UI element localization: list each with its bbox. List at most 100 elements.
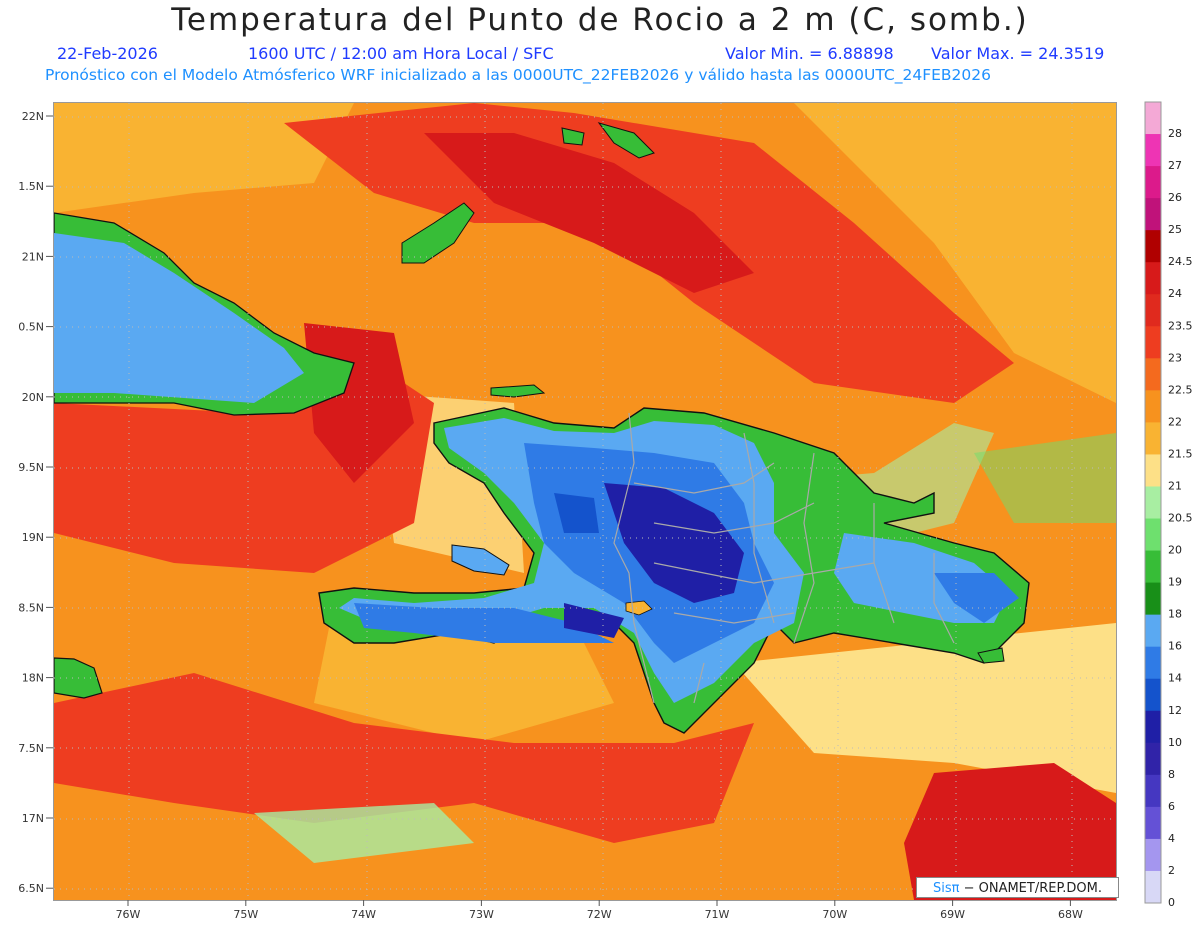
colorbar-label: 6	[1168, 800, 1175, 813]
colorbar-swatch	[1145, 422, 1161, 455]
colorbar-label: 26	[1168, 191, 1182, 204]
colorbar-label: 21	[1168, 479, 1182, 492]
colorbar-label: 20	[1168, 544, 1182, 557]
field-core-north	[424, 133, 754, 293]
graticule	[54, 103, 1116, 900]
province-boundaries	[613, 412, 955, 704]
lat-tick-label: 18N	[22, 672, 44, 685]
province-line-3	[653, 562, 875, 584]
colorbar-swatch	[1145, 326, 1161, 359]
colorbar-swatch	[1145, 710, 1161, 744]
colorbar-label: 27	[1168, 159, 1182, 172]
massif-de-la-selle-core	[564, 603, 624, 638]
colorbar-swatch	[1145, 742, 1161, 776]
colorbar-swatch	[1145, 102, 1161, 135]
sis-logo-text: Sisπ	[932, 881, 960, 896]
bahamas-islet	[561, 127, 585, 146]
subtitle-line: 22-Feb-2026 1600 UTC / 12:00 am Hora Loc…	[0, 44, 1200, 64]
lat-tick-label: 22N	[22, 110, 44, 123]
province-line-9	[693, 662, 705, 704]
colorbar-swatch	[1145, 390, 1161, 423]
colorbar: 2827262524.52423.52322.52221.52120.52019…	[1144, 101, 1193, 909]
pico-duarte-core	[604, 483, 744, 603]
colorbar-swatch	[1145, 646, 1161, 680]
lat-tick-label: 20N	[22, 391, 44, 404]
colorbar-label: 22	[1168, 415, 1182, 428]
map-canvas	[54, 103, 1116, 900]
province-line-1	[633, 462, 775, 494]
field-core-se	[904, 763, 1116, 900]
lat-tick-label: 21N	[22, 250, 44, 263]
min-value: Valor Min. = 6.88898	[725, 44, 894, 63]
lat-tick-label: 7.5N	[18, 742, 44, 755]
field-band-south	[54, 673, 754, 843]
colorbar-label: 14	[1168, 672, 1182, 685]
lon-tick-label: 72W	[587, 908, 612, 921]
lat-tick-label: 6.5N	[18, 882, 44, 895]
lon-tick-label: 70W	[822, 908, 847, 921]
colorbar-swatch	[1145, 358, 1161, 391]
credit-org: − ONAMET/REP.DOM.	[959, 881, 1102, 896]
lon-tick-label: 69W	[940, 908, 965, 921]
colorbar-label: 24	[1168, 287, 1182, 300]
colorbar-border	[1144, 101, 1162, 904]
field-zone-nw	[54, 103, 354, 213]
lat-tick-label: 17N	[22, 812, 44, 825]
colorbar-label: 12	[1168, 704, 1182, 717]
southern-peninsula-core	[354, 603, 614, 643]
forecast-time: 1600 UTC / 12:00 am Hora Local / SFC	[248, 44, 554, 63]
longitude-ticks: 76W 75W 74W 73W 72W 71W 70W 69W 68W	[116, 900, 1083, 921]
colorbar-label: 22.5	[1168, 383, 1193, 396]
field-patch-green-s	[254, 803, 474, 863]
colorbar-swatch	[1145, 454, 1161, 487]
province-line-7	[873, 503, 895, 624]
colorbar-label: 21.5	[1168, 447, 1193, 460]
field-zone-se	[734, 623, 1116, 793]
lat-tick-label: 8.5N	[18, 601, 44, 614]
colorbar-label: 24.5	[1168, 255, 1193, 268]
colorbar-label: 18	[1168, 608, 1182, 621]
lon-tick-label: 68W	[1058, 908, 1083, 921]
colorbar-swatch	[1145, 774, 1161, 808]
colorbar-swatch	[1145, 486, 1161, 520]
colorbar-label: 4	[1168, 832, 1175, 845]
lon-tick-label: 71W	[705, 908, 730, 921]
colorbar-swatch	[1145, 582, 1161, 616]
lon-tick-label: 76W	[116, 908, 141, 921]
province-line-4	[673, 612, 795, 624]
field-patch-ne	[974, 433, 1116, 523]
province-line-5	[743, 432, 775, 624]
massif-du-nord-core	[554, 493, 599, 533]
lat-tick-label: 0.5N	[18, 321, 44, 334]
colorbar-swatch	[1145, 678, 1161, 712]
map-title: Temperatura del Punto de Rocio a 2 m (C,…	[171, 2, 1029, 38]
province-line-2	[653, 502, 815, 534]
colorbar-swatch	[1145, 230, 1161, 263]
tortuga-island	[490, 384, 546, 398]
lat-tick-label: 1.5N	[18, 180, 44, 193]
forecast-date: 22-Feb-2026	[57, 44, 158, 63]
colorbar-label: 28	[1168, 127, 1182, 140]
colorbar-label: 16	[1168, 640, 1182, 653]
colorbar-swatch	[1145, 294, 1161, 327]
lat-tick-label: 9.5N	[18, 461, 44, 474]
dewpoint-map	[53, 102, 1117, 901]
cuba-interior	[54, 233, 304, 403]
colorbar-label: 10	[1168, 736, 1182, 749]
colorbar-swatch	[1145, 198, 1161, 231]
colorbar-label: 20.5	[1168, 512, 1193, 525]
max-value: Valor Max. = 24.3519	[931, 44, 1105, 63]
great-inagua-island	[401, 202, 475, 264]
lon-tick-label: 73W	[469, 908, 494, 921]
colorbar-swatch	[1145, 262, 1161, 295]
haiti-dr-border	[613, 412, 655, 704]
colorbar-label: 19	[1168, 576, 1182, 589]
province-line-6	[793, 452, 815, 644]
colorbar-label: 2	[1168, 864, 1175, 877]
lon-tick-label: 75W	[233, 908, 258, 921]
colorbar-swatch	[1145, 614, 1161, 648]
colorbar-swatch	[1145, 838, 1161, 872]
colorbar-label: 23.5	[1168, 319, 1193, 332]
province-line-8	[933, 553, 955, 644]
saona-island	[977, 647, 1005, 664]
